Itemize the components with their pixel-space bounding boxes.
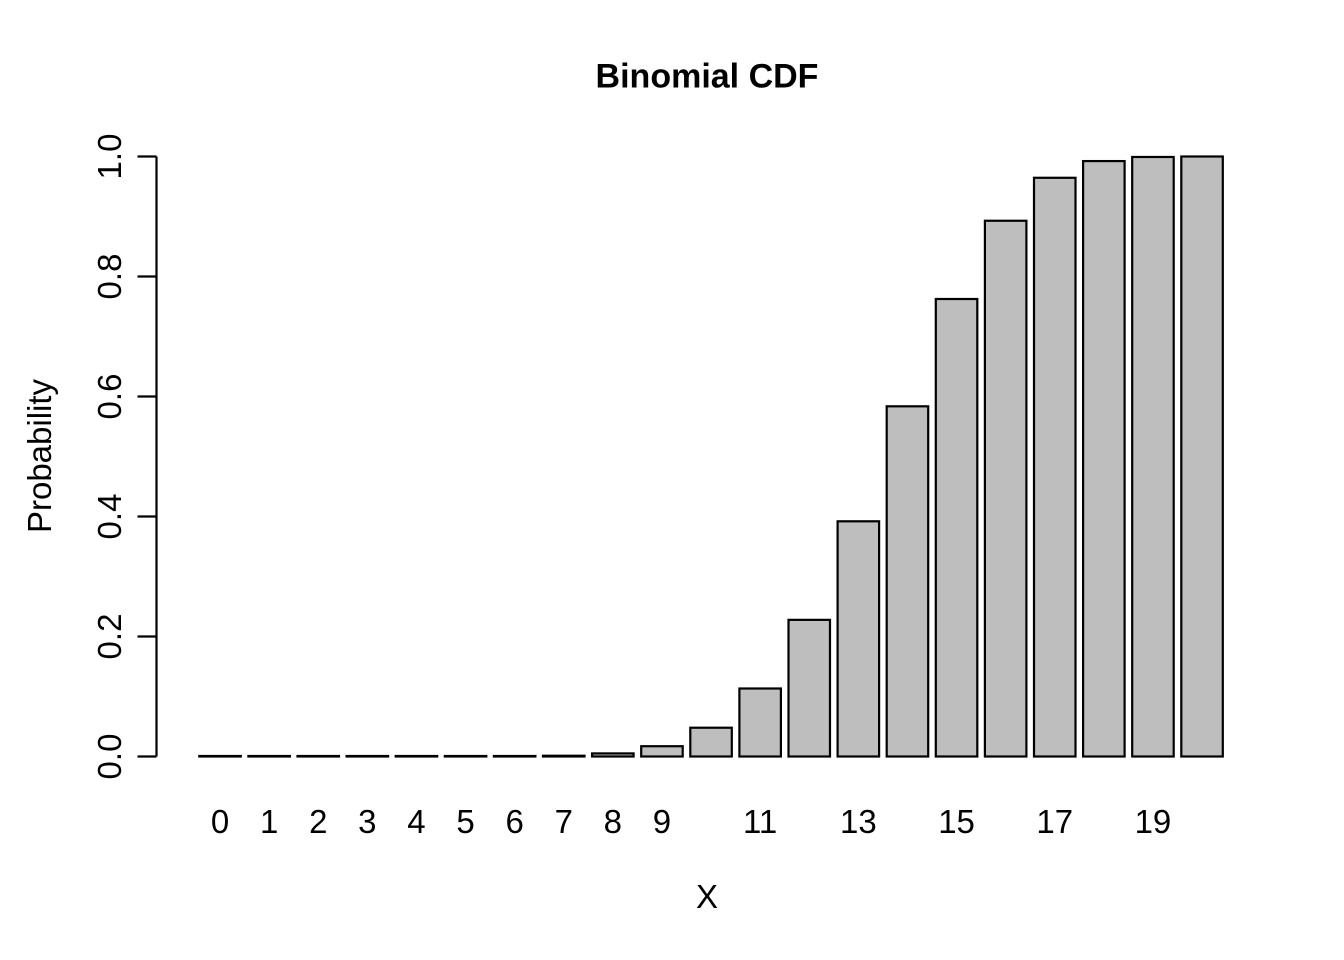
y-tick-label: 0.2 bbox=[91, 614, 128, 660]
bar-x3 bbox=[345, 754, 390, 758]
x-tick-label: 6 bbox=[505, 803, 523, 840]
x-tick-label: 4 bbox=[407, 803, 425, 840]
x-tick-label: 8 bbox=[604, 803, 622, 840]
bar-x0 bbox=[198, 754, 242, 758]
bar-x20 bbox=[1180, 155, 1224, 758]
y-axis-title: Probability bbox=[21, 378, 58, 534]
y-tick-label: 0.4 bbox=[91, 494, 128, 540]
chart-title: Binomial CDF bbox=[595, 57, 819, 96]
y-tick-label: 1.0 bbox=[91, 134, 128, 180]
bar-x11 bbox=[738, 687, 783, 758]
bar-x2 bbox=[296, 754, 341, 758]
y-tick-label: 0.8 bbox=[91, 254, 128, 300]
bar-x8 bbox=[590, 752, 635, 758]
bar-x14 bbox=[885, 405, 930, 758]
x-tick-label: 9 bbox=[653, 803, 671, 840]
bar-x18 bbox=[1081, 159, 1126, 758]
bar-x4 bbox=[394, 754, 439, 758]
bar-x12 bbox=[787, 618, 832, 758]
x-axis-title: X bbox=[695, 878, 719, 915]
x-tick-label: 13 bbox=[840, 803, 877, 840]
bar-x17 bbox=[1032, 176, 1077, 758]
bar-x19 bbox=[1131, 155, 1175, 758]
x-tick-label: 15 bbox=[938, 803, 975, 840]
x-tick-label: 1 bbox=[260, 803, 278, 840]
bar-x5 bbox=[443, 754, 488, 758]
x-tick-label: 3 bbox=[358, 803, 376, 840]
bar-x7 bbox=[541, 754, 586, 758]
x-tick-label: 2 bbox=[309, 803, 327, 840]
bar-x16 bbox=[983, 219, 1028, 758]
x-tick-label: 5 bbox=[456, 803, 474, 840]
bar-x6 bbox=[492, 754, 537, 758]
x-tick-label: 11 bbox=[743, 803, 777, 840]
bar-x9 bbox=[640, 745, 684, 758]
x-tick-label: 17 bbox=[1036, 803, 1073, 840]
y-tick-label: 0.6 bbox=[91, 374, 128, 420]
bar-x13 bbox=[836, 520, 881, 758]
bar-x15 bbox=[934, 297, 979, 758]
bar-x1 bbox=[247, 754, 291, 758]
bar-x10 bbox=[689, 726, 733, 758]
x-tick-label: 0 bbox=[211, 803, 229, 840]
x-tick-label: 7 bbox=[555, 803, 573, 840]
x-tick-label: 19 bbox=[1135, 803, 1172, 840]
y-tick-label: 0.0 bbox=[91, 734, 128, 780]
